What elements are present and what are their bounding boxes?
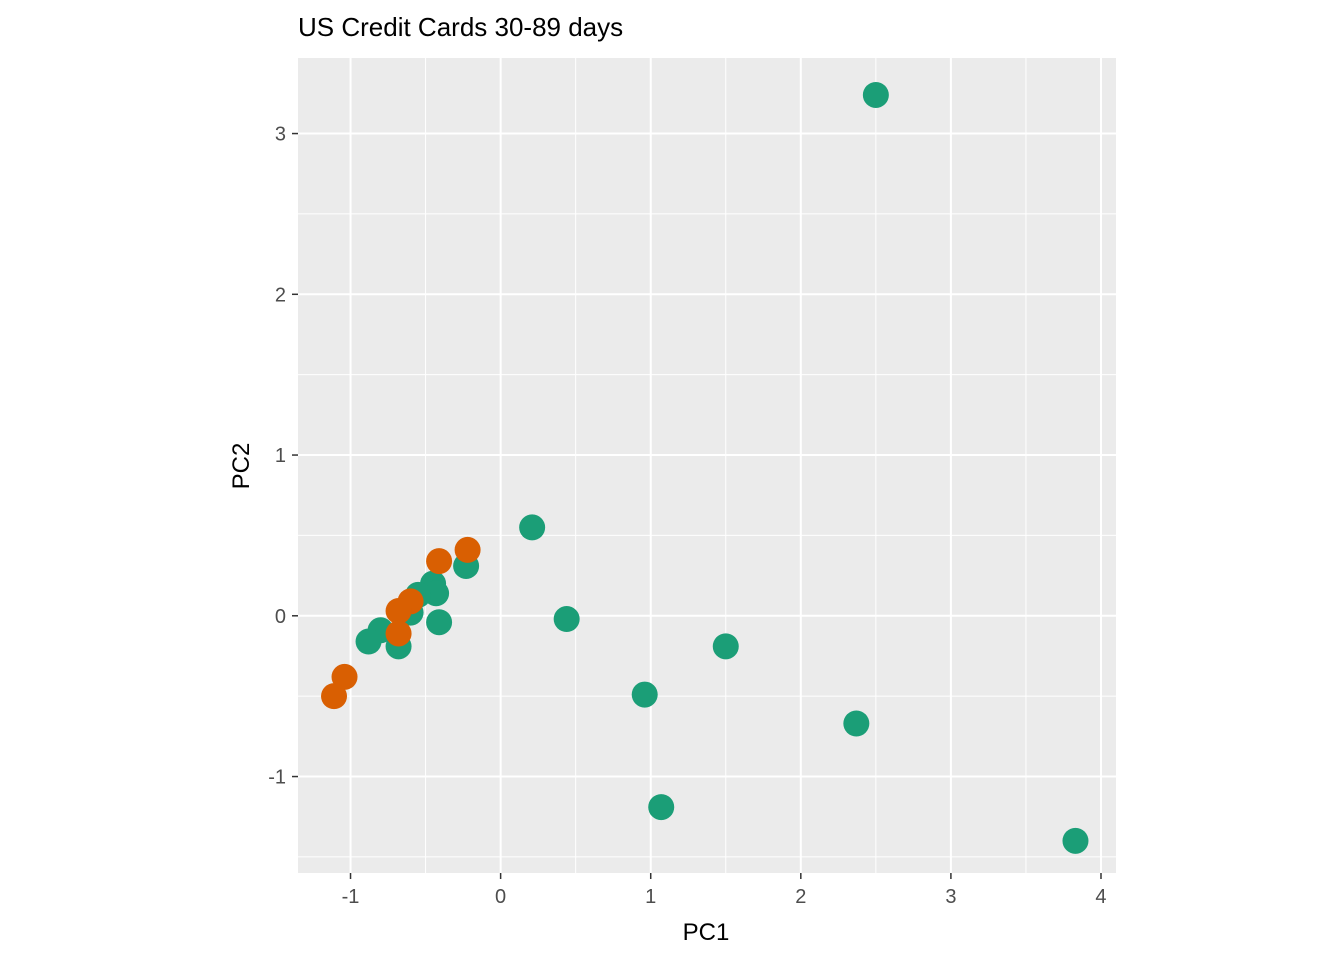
data-point <box>331 663 358 690</box>
data-point <box>843 710 870 737</box>
y-tick-label: 0 <box>275 606 286 628</box>
y-tick-label: 2 <box>275 284 286 306</box>
x-tick-label: 2 <box>795 886 806 908</box>
x-axis-title: PC1 <box>683 919 730 946</box>
y-axis-title: PC2 <box>228 443 255 490</box>
data-point <box>355 628 382 655</box>
y-tick-label: 3 <box>275 124 286 146</box>
data-point <box>553 606 580 633</box>
data-point <box>519 514 546 541</box>
data-point <box>712 633 739 660</box>
data-point <box>631 681 658 708</box>
data-point <box>454 536 481 563</box>
data-point <box>648 794 675 821</box>
x-tick-label: 0 <box>495 886 506 908</box>
grid-minor <box>298 58 1116 873</box>
y-tick-label: -1 <box>268 767 286 789</box>
x-tick-label: 1 <box>645 886 656 908</box>
x-tick-label: 3 <box>945 886 956 908</box>
x-tick-label: 4 <box>1095 886 1106 908</box>
data-point <box>1062 827 1089 854</box>
data-point <box>426 548 453 575</box>
chart-title: US Credit Cards 30-89 days <box>298 12 623 42</box>
data-points <box>321 81 1089 854</box>
x-axis: -1 0 1 2 3 4 <box>342 873 1107 908</box>
y-axis: -1 0 1 2 3 <box>268 124 298 789</box>
data-point <box>862 81 889 108</box>
data-point <box>385 620 412 647</box>
grid-major <box>298 58 1116 873</box>
data-point <box>426 609 453 636</box>
plot-panel <box>298 58 1116 873</box>
x-tick-label: -1 <box>342 886 360 908</box>
y-tick-label: 1 <box>275 445 286 467</box>
data-point <box>321 683 348 710</box>
data-point <box>385 597 412 624</box>
